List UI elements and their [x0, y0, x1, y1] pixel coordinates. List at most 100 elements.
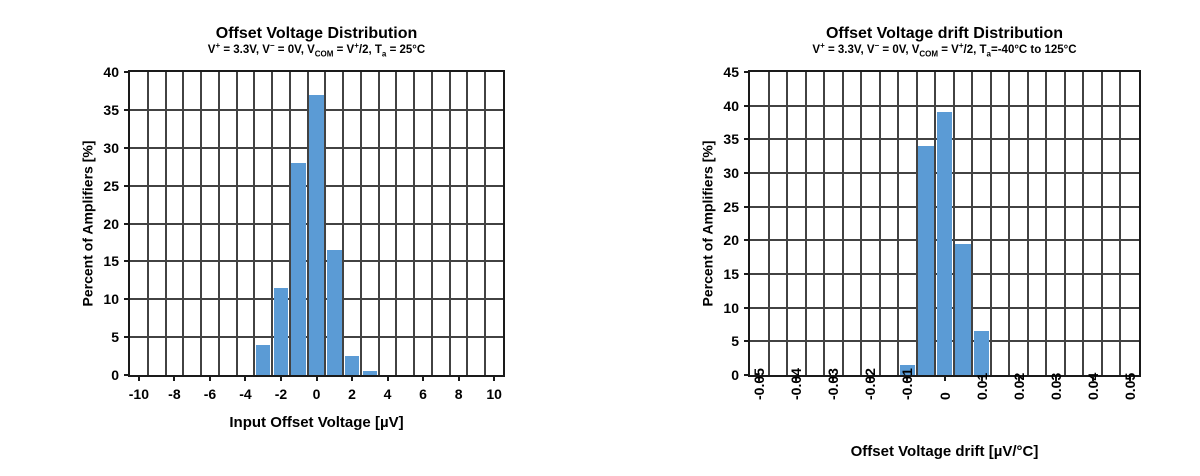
chart-subtitle: V+ = 3.3V, V− = 0V, VCOM = V+/2, Ta = 25…	[128, 41, 505, 59]
x-tick-mark	[758, 377, 761, 381]
subtitle-text: V	[812, 44, 821, 56]
y-tick-label: 20	[723, 232, 739, 249]
x-tick-mark	[493, 377, 496, 381]
x-tick-mark	[980, 377, 983, 381]
x-tick-mark	[1091, 377, 1094, 381]
histogram-bar	[291, 162, 306, 375]
x-tick-label: -6	[203, 386, 217, 402]
subtitle-text: a	[986, 49, 991, 59]
y-tick-mark	[124, 222, 128, 225]
plot-area	[128, 70, 505, 377]
y-tick-label: 40	[723, 97, 739, 114]
x-tick-label: -0.04	[788, 368, 805, 400]
y-tick-mark	[124, 336, 128, 339]
y-tick-label: 5	[731, 333, 739, 350]
x-tick-label: 8	[454, 386, 463, 402]
grid-line-vertical	[786, 72, 789, 375]
x-tick-label: -0.03	[825, 368, 842, 400]
histogram-bar	[362, 371, 378, 375]
y-axis-title: Percent of Amplifiers [%]	[699, 140, 716, 307]
y-tick-label: 40	[103, 64, 119, 80]
y-tick-mark	[124, 374, 128, 376]
grid-line-vertical	[1008, 72, 1011, 375]
plot-area	[748, 70, 1141, 377]
y-tick-label: 25	[103, 177, 119, 194]
subtitle-text: a	[381, 49, 387, 59]
y-tick-mark	[744, 138, 748, 141]
x-tick-mark	[1054, 377, 1057, 381]
subtitle-text: = 0V, V	[879, 44, 920, 56]
y-tick-label: 45	[723, 64, 739, 80]
y-tick-label: 10	[723, 299, 739, 316]
grid-line-vertical	[767, 72, 770, 375]
x-tick-label: 10	[486, 386, 502, 402]
y-tick-label: 20	[103, 215, 119, 232]
x-tick-mark	[906, 377, 909, 381]
x-tick-label: 0	[936, 392, 953, 400]
subtitle-text: +	[215, 41, 221, 51]
histogram-bar	[918, 146, 934, 375]
histogram-bar	[955, 243, 971, 375]
subtitle-text: −	[269, 41, 275, 51]
y-tick-label: 0	[111, 367, 119, 383]
x-axis-title: Input Offset Voltage [µV]	[229, 414, 404, 431]
x-tick-mark	[173, 377, 176, 381]
histogram-bar	[326, 250, 342, 375]
y-tick-mark	[744, 306, 748, 309]
grid-line-vertical	[1100, 72, 1103, 375]
y-tick-mark	[744, 205, 748, 208]
subtitle-text: = V	[333, 44, 355, 56]
subtitle-text: = 3.3V, V	[824, 44, 875, 56]
y-tick-label: 30	[723, 165, 739, 181]
y-tick-mark	[744, 340, 748, 343]
subtitle-text: COM	[314, 49, 334, 59]
x-tick-label: 0.02	[1010, 372, 1027, 400]
y-tick-label: 30	[103, 139, 119, 156]
x-tick-label: 0.04	[1084, 372, 1101, 400]
subtitle-text: = 25°C	[386, 44, 426, 56]
histogram-bar	[273, 287, 289, 375]
grid-line-vertical	[1026, 72, 1029, 375]
histogram-bar	[309, 94, 324, 375]
y-tick-mark	[124, 184, 128, 187]
grid-line-vertical	[1045, 72, 1048, 375]
x-tick-mark	[869, 377, 872, 381]
y-tick-label: 10	[103, 291, 119, 308]
histogram-bar	[936, 112, 953, 375]
x-tick-label: 6	[419, 386, 427, 402]
x-tick-label: 0.01	[973, 372, 990, 400]
subtitle-text: COM	[919, 49, 939, 59]
x-tick-label: 0	[312, 386, 321, 402]
grid-line-vertical	[934, 72, 937, 375]
chart-title: Offset Voltage Distribution	[215, 25, 418, 42]
y-tick-mark	[124, 71, 128, 73]
grid-line-vertical	[1082, 72, 1085, 375]
histogram-bar	[899, 364, 916, 375]
subtitle-text: +	[820, 41, 825, 51]
x-tick-mark	[137, 377, 140, 381]
y-tick-mark	[744, 172, 748, 174]
y-tick-mark	[124, 298, 128, 301]
subtitle-text: +	[354, 41, 359, 51]
y-tick-mark	[124, 260, 128, 263]
histogram-bar	[973, 331, 990, 375]
x-tick-label: 0.05	[1121, 372, 1138, 400]
y-tick-label: 15	[723, 266, 739, 282]
subtitle-text: /2, T	[963, 44, 987, 56]
y-tick-mark	[124, 146, 128, 149]
x-tick-label: -4	[239, 386, 252, 402]
x-tick-mark	[943, 377, 946, 381]
y-tick-mark	[744, 374, 748, 376]
x-tick-label: -0.02	[862, 368, 879, 400]
subtitle-text: +	[958, 41, 964, 51]
subtitle-text: = 3.3V, V	[220, 44, 270, 56]
grid-line-vertical	[989, 72, 992, 375]
x-tick-mark	[795, 377, 798, 381]
x-tick-mark	[1128, 377, 1131, 381]
y-tick-mark	[124, 108, 128, 111]
x-tick-mark	[315, 377, 318, 381]
x-tick-mark	[422, 377, 425, 381]
x-tick-label: -10	[128, 386, 149, 402]
grid-line-vertical	[1063, 72, 1066, 375]
